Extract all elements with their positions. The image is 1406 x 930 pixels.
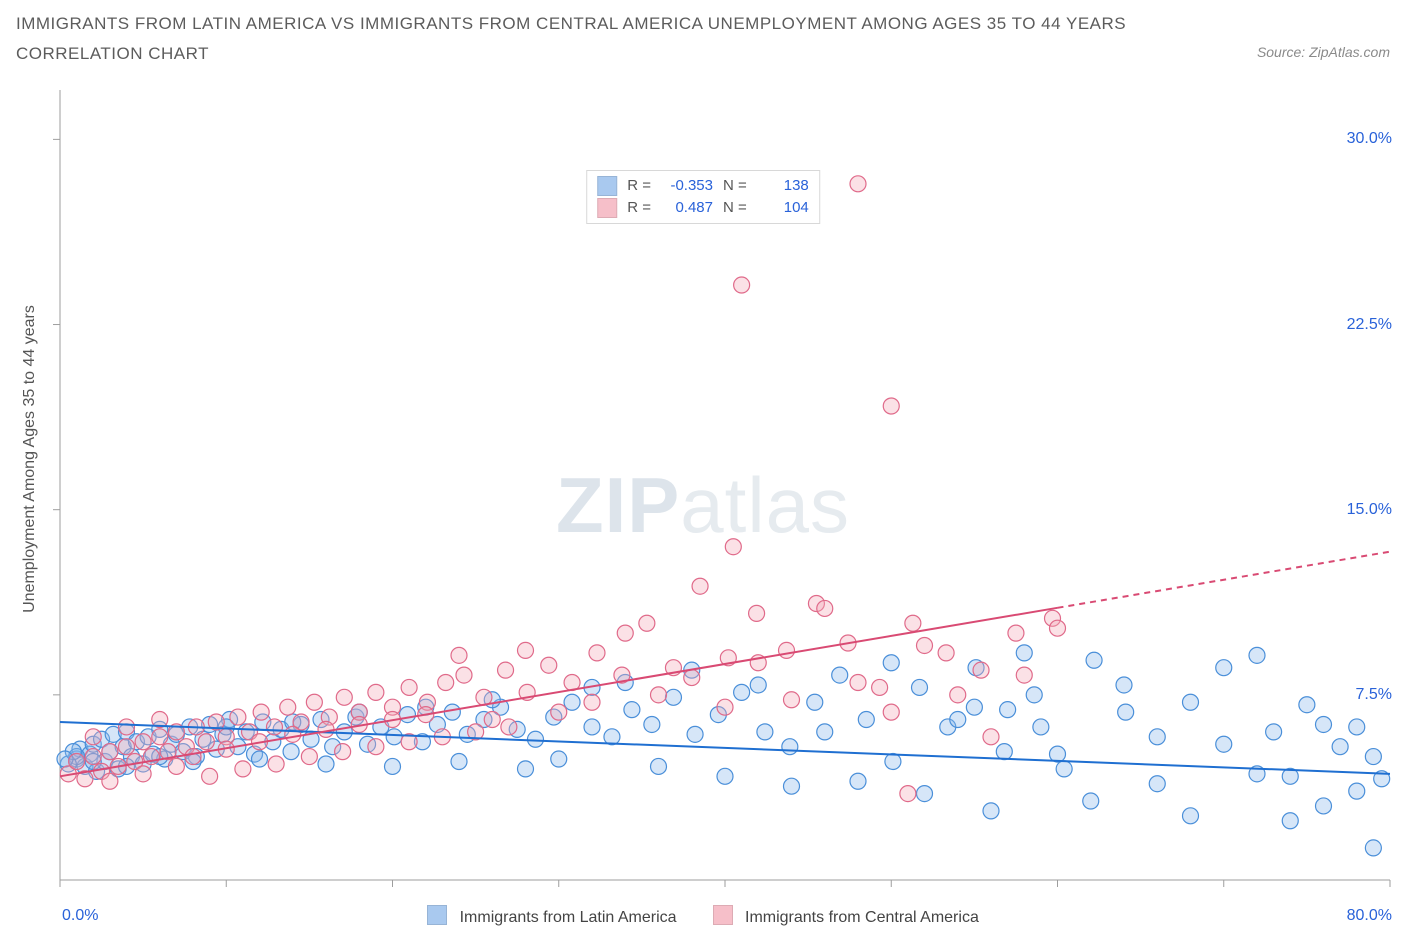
- legend-R-central: 0.487: [661, 197, 713, 219]
- y-axis-label: Unemployment Among Ages 35 to 44 years: [21, 249, 39, 669]
- y-tick-label: 30.0%: [1347, 130, 1392, 148]
- y-tick-label: 22.5%: [1347, 316, 1392, 334]
- y-tick-label: 15.0%: [1347, 501, 1392, 519]
- legend-N-latin: 138: [757, 175, 809, 197]
- legend-R-label: R =: [627, 197, 651, 219]
- swatch-latin-bottom: [427, 905, 447, 925]
- source-label: Source: ZipAtlas.com: [1257, 44, 1390, 60]
- legend-N-label: N =: [723, 175, 747, 197]
- chart-title-line2: CORRELATION CHART: [16, 44, 1390, 64]
- x-axis-min: 0.0%: [62, 907, 98, 925]
- legend-N-central: 104: [757, 197, 809, 219]
- legend-row-latin: R = -0.353 N = 138: [597, 175, 809, 197]
- chart-area: Unemployment Among Ages 35 to 44 years Z…: [0, 80, 1406, 930]
- stat-legend: R = -0.353 N = 138 R = 0.487 N = 104: [586, 170, 820, 224]
- x-axis-max: 80.0%: [1347, 907, 1392, 925]
- swatch-central-bottom: [713, 905, 733, 925]
- legend-label-central: Immigrants from Central America: [745, 909, 979, 926]
- swatch-central: [597, 198, 617, 218]
- legend-row-central: R = 0.487 N = 104: [597, 197, 809, 219]
- y-tick-label: 7.5%: [1356, 686, 1392, 704]
- legend-R-label: R =: [627, 175, 651, 197]
- legend-entry-central: Immigrants from Central America: [713, 905, 979, 927]
- legend-label-latin: Immigrants from Latin America: [460, 909, 677, 926]
- legend-entry-latin: Immigrants from Latin America: [427, 905, 676, 927]
- swatch-latin: [597, 176, 617, 196]
- chart-title-line1: IMMIGRANTS FROM LATIN AMERICA VS IMMIGRA…: [16, 14, 1390, 34]
- legend-R-latin: -0.353: [661, 175, 713, 197]
- legend-N-label: N =: [723, 197, 747, 219]
- bottom-legend: 0.0% Immigrants from Latin America Immig…: [0, 902, 1406, 930]
